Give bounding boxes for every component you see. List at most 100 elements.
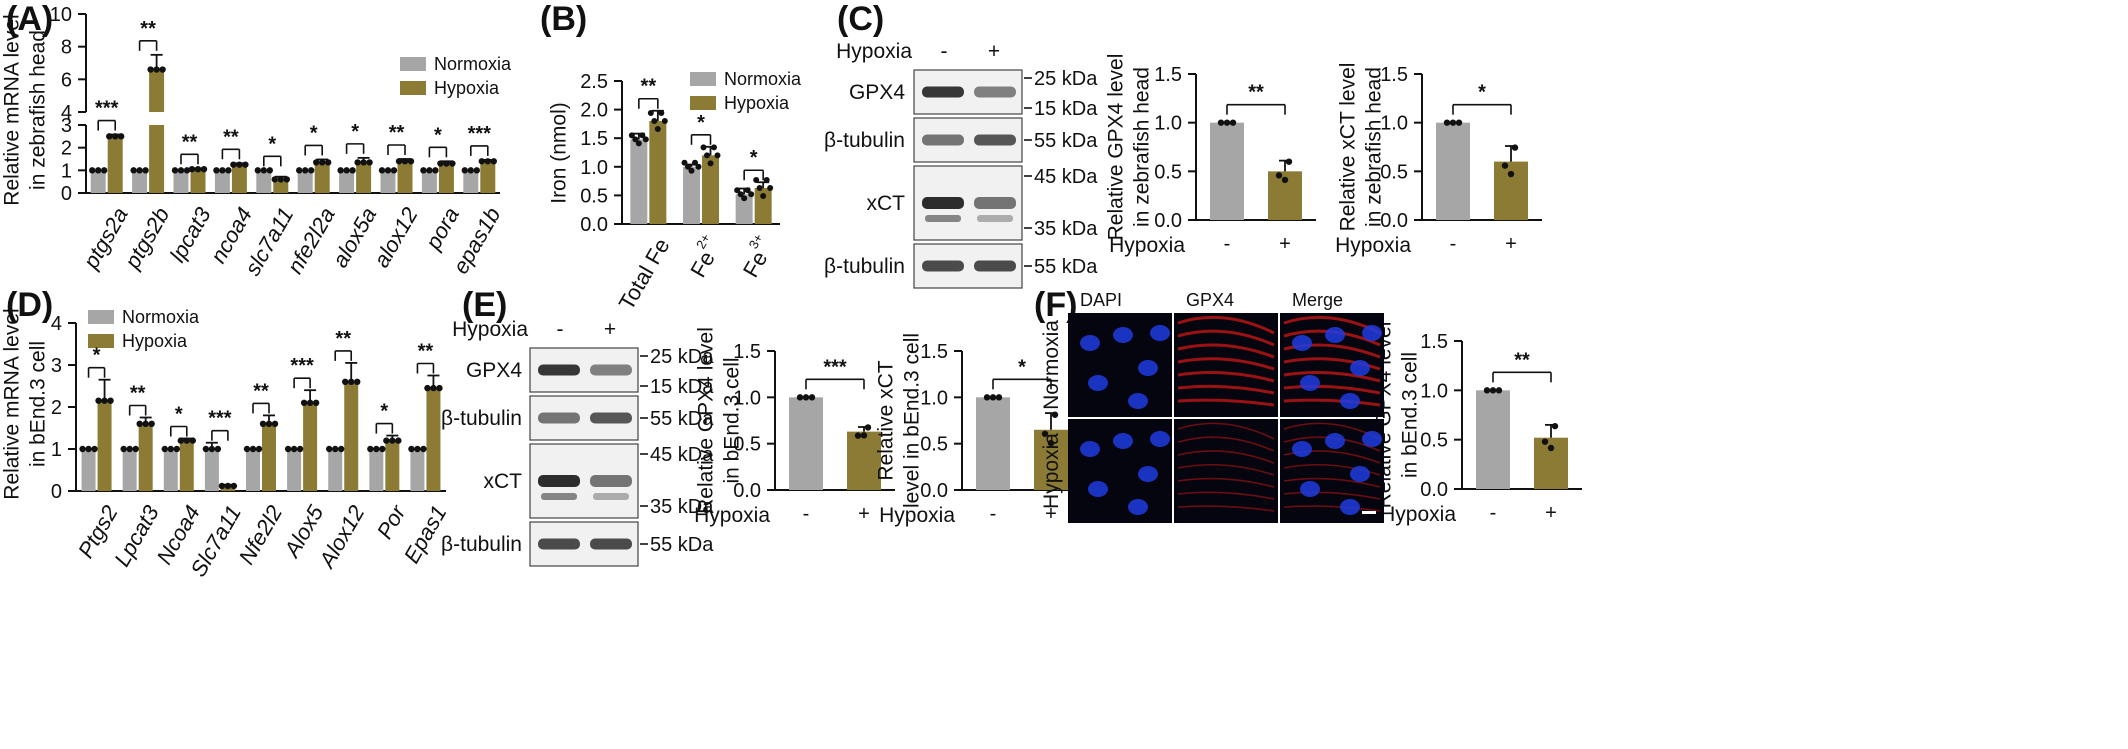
datapoint-normoxia-B-0 [632,136,639,143]
y-axis-title-A-group: Relative mRNA level in zebrafish head [1,14,50,205]
micrograph-row-label-1: Hypoxia [1040,433,1063,509]
y-tick-label-B: 1.5 [580,128,608,150]
y-tick-label-B: 0.5 [580,185,608,207]
datapoint-normoxia-D-Lpcat3 [126,445,133,453]
y-axis-title-D: in bEnd.3 cell [27,341,50,467]
bar-hypoxia-A-slc7a11 [273,179,289,193]
micrograph-gpx4-signal-1-1 [1177,464,1275,476]
x-axis-title-F1: Hypoxia [1380,503,1456,526]
datapoint-normoxia-A-slc7a11 [254,167,261,174]
datapoint-hypoxia-B-2 [753,176,760,183]
micrograph-gpx4-signal-0-2 [1283,357,1381,371]
bar-normoxia-A-alox5a [339,170,355,193]
micrograph-gpx4-signal-0-1 [1177,384,1275,395]
category-label-B-0: Total Fe [614,234,675,314]
micrograph-nucleus-0-2 [1300,375,1320,391]
datapoint-C1-normoxia [1229,119,1237,126]
micrograph-gpx4-signal-1-1 [1177,491,1275,500]
datapoint-hypoxia-D-Por [389,437,396,444]
micrograph-nucleus-1-0 [1113,433,1133,449]
datapoint-hypoxia-B-2 [756,184,763,191]
bar-normoxia-A-lpcat3 [173,170,189,193]
y-tick-label-E1: 1.5 [733,341,761,363]
datapoint-hypoxia-A-pora [443,160,450,167]
bar-hypoxia-A-ptgs2b-lower [149,125,165,193]
micrograph-gpx4-signal-0-1 [1177,315,1275,335]
micrograph-nucleus-1-2 [1292,441,1312,457]
y-tick-label-D: 4 [51,313,62,335]
datapoint-E2-normoxia [983,394,991,401]
y-tick-label-B: 2.5 [580,71,608,93]
datapoint-normoxia-D-Ncoa4 [173,445,180,453]
x-tick-label-F1-0: - [1490,502,1497,524]
x-tick-label-C1-1: + [1279,233,1291,255]
bar-normoxia-D-Epas1 [410,449,425,491]
blot-band-C-2-1 [974,197,1016,209]
blot-row-label-E-1: β-tubulin [441,407,522,430]
datapoint-hypoxia-D-Alox5 [306,399,314,406]
kda-marker-E-1: 15 kDa [650,376,714,398]
datapoint-hypoxia-D-Ptgs2 [107,397,114,404]
bar-C2-normoxia [1436,122,1470,220]
datapoint-hypoxia-B-1 [707,160,714,167]
y-axis-title-C1: in zebrafish head [1131,67,1154,227]
micrograph-nucleus-0-2 [1325,327,1345,343]
bar-normoxia-D-Slc7a11 [204,449,219,491]
legend-label-D-1: Hypoxia [122,331,188,351]
y-tick-label-B: 2.0 [580,100,608,122]
bar-hypoxia-A-pora [438,163,454,193]
x-axis-title-C2: Hypoxia [1335,234,1411,257]
datapoint-normoxia-A-ptgs2b [130,167,137,174]
sig-D-Nfe2l2-text: ** [253,380,269,402]
legend-label-D-0: Normoxia [122,307,200,327]
bar-normoxia-A-epas1b [463,170,479,193]
blot-band-E-2-1-lower [593,493,629,500]
category-label-D-Por: Por [372,500,412,544]
micrograph-gpx4-signal-0-1 [1177,371,1275,383]
datapoint-hypoxia-B-0 [647,110,654,117]
datapoint-hypoxia-A-ptgs2b [153,66,160,73]
bar-hypoxia-A-alox5a [356,162,372,193]
micrograph-nucleus-1-0 [1138,466,1158,482]
x-tick-label-C2-1: + [1505,233,1517,255]
datapoint-normoxia-A-lpcat3 [183,167,191,174]
bar-hypoxia-D-Ptgs2 [97,400,112,491]
datapoint-C2-hypoxia [1501,162,1509,169]
sig-A-alox5a-text: * [351,121,359,143]
blot-band-E-1-1 [590,412,632,424]
y-axis-title-F1: in bEnd.3 cell [1399,352,1422,478]
datapoint-hypoxia-D-Alox5 [312,399,320,406]
bar-E2-normoxia [976,397,1010,490]
datapoint-hypoxia-A-ptgs2a [106,133,113,140]
datapoint-F1-hypoxia [1541,438,1549,445]
datapoint-hypoxia-A-ncoa4 [242,161,249,168]
datapoint-hypoxia-B-0 [651,118,658,125]
y-tick-label-B: 1.0 [580,157,608,179]
y-tick-label-E1: 0.5 [733,434,761,456]
datapoint-E1-hypoxia [854,432,862,439]
legend-swatch-A-0 [400,57,426,71]
bar-hypoxia-B-0 [649,121,667,224]
blot-row-label-E-2: xCT [484,470,523,493]
y-tick-label-C1: 0.0 [1154,210,1182,232]
datapoint-C1-normoxia [1223,119,1231,126]
datapoint-C1-hypoxia [1285,158,1293,165]
bar-hypoxia-A-ptgs2a [107,136,123,193]
datapoint-E1-normoxia [796,394,804,401]
bar-hypoxia-A-ncoa4 [231,164,247,193]
datapoint-F1-hypoxia [1547,444,1555,452]
legend-swatch-D-0 [88,310,114,324]
bar-hypoxia-A-nfe2l2a [314,162,330,193]
blot-band-E-1-0 [538,412,580,424]
sig-E1-text: *** [823,356,847,378]
x-tick-label-F1-1: + [1545,502,1557,524]
datapoint-hypoxia-D-Ncoa4 [189,437,196,444]
datapoint-hypoxia-A-ncoa4 [230,161,237,168]
datapoint-F1-normoxia [1483,387,1491,394]
datapoint-hypoxia-D-Lpcat3 [148,420,155,427]
datapoint-hypoxia-D-Ptgs2 [101,397,108,404]
y-tick-label-A: 4 [61,102,72,124]
x-tick-label-C1-0: - [1224,233,1231,255]
datapoint-hypoxia-B-2 [767,184,774,191]
micrograph-gpx4-signal-1-2 [1283,464,1381,476]
